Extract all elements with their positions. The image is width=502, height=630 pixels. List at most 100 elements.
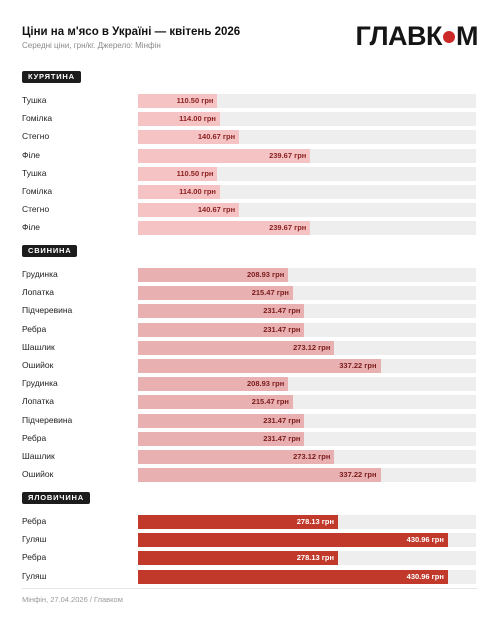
- bar-row: Гомілка 114.00 грн: [22, 111, 478, 129]
- bar-track: 337.22 грн: [138, 468, 476, 483]
- bar-row: Шашлик 273.12 грн: [22, 449, 478, 467]
- bar-value-label: 278.13 грн: [296, 553, 335, 563]
- bar-row: Лопатка 215.47 грн: [22, 285, 478, 303]
- bar-rows: Ребра 278.13 грн Гуляш 430.96 грн Ребра 278.1…: [22, 514, 478, 587]
- bar-value-label: 140.67 грн: [197, 132, 236, 142]
- bar-track: 231.47 грн: [138, 322, 476, 337]
- bar-track: 114.00 грн: [138, 184, 476, 199]
- bar: 273.12 грн: [138, 340, 335, 355]
- logo-text-right: М: [456, 21, 479, 51]
- bar-value-label: 337.22 грн: [339, 470, 377, 480]
- bar: 114.00 грн: [138, 184, 220, 199]
- bar: 337.22 грн: [138, 358, 381, 373]
- bar-row: Ребра 278.13 грн: [22, 550, 478, 568]
- bar-value-label: 239.67 грн: [269, 150, 307, 160]
- bar-row: Ребра 278.13 грн: [22, 514, 478, 532]
- bar: 208.93 грн: [138, 268, 289, 282]
- bar-rows: Грудинка 208.93 грн Лопатка 215.47 грн Підче…: [22, 267, 478, 485]
- bar: 215.47 грн: [138, 395, 293, 410]
- bar: 239.67 грн: [138, 221, 311, 236]
- bar: 231.47 грн: [138, 322, 305, 337]
- bar-category-label: Грудинка: [22, 269, 58, 279]
- bar-row: Підчеревина 231.47 грн: [22, 303, 478, 321]
- bar-category-label: Гомілка: [22, 113, 53, 124]
- bar: 278.13 грн: [138, 515, 339, 529]
- bar-row: Лопатка 215.47 грн: [22, 394, 478, 412]
- bar-row: Гуляш 430.96 грн: [22, 532, 478, 550]
- bar: 208.93 грн: [138, 377, 289, 392]
- bar-track: 273.12 грн: [138, 340, 476, 355]
- bar-category-label: Ребра: [22, 323, 47, 334]
- bar-track: 215.47 грн: [138, 286, 476, 301]
- bar-track: 208.93 грн: [138, 268, 476, 282]
- bar-value-label: 273.12 грн: [293, 342, 331, 352]
- bar-track: 239.67 грн: [138, 148, 476, 163]
- bar-row: Філе 239.67 грн: [22, 220, 478, 238]
- bar-value-label: 215.47 грн: [251, 288, 289, 298]
- bar-category-label: Стегно: [22, 131, 50, 142]
- bar: 337.22 грн: [138, 468, 381, 483]
- bar: 231.47 грн: [138, 431, 305, 446]
- bar-row: Стегно 140.67 грн: [22, 202, 478, 220]
- bar: 114.00 грн: [138, 112, 220, 127]
- bar-category-label: Ошийок: [22, 359, 54, 370]
- section-badge: КУРЯТИНА: [22, 71, 81, 83]
- bar-category-label: Стегно: [22, 204, 50, 215]
- bar-value-label: 215.47 грн: [251, 397, 289, 407]
- bar-category-label: Лопатка: [22, 287, 54, 298]
- bar-row: Філе 239.67 грн: [22, 148, 478, 166]
- bar-track: 208.93 грн: [138, 377, 476, 392]
- bar-value-label: 114.00 грн: [179, 186, 216, 196]
- bar: 140.67 грн: [138, 130, 240, 145]
- bar-value-label: 239.67 грн: [269, 223, 307, 233]
- bar-value-label: 231.47 грн: [263, 324, 301, 334]
- bar-category-label: Грудинка: [22, 378, 58, 389]
- bar-value-label: 278.13 грн: [296, 517, 335, 526]
- brand-logo: ГЛАВК М: [355, 20, 478, 52]
- bar: 215.47 грн: [138, 286, 293, 301]
- section-badge: ЯЛОВИЧИНА: [22, 492, 90, 504]
- bar-value-label: 337.22 грн: [339, 360, 377, 370]
- chart-title: Ціни на м'ясо в Україні — квітень 2026: [22, 26, 241, 38]
- bar-category-label: Шашлик: [22, 341, 55, 352]
- bar-value-label: 110.50 грн: [176, 168, 214, 178]
- bar-category-label: Шашлик: [22, 450, 55, 461]
- bar-category-label: Гомілка: [22, 185, 53, 196]
- bar: 430.96 грн: [138, 569, 448, 584]
- bar-category-label: Лопатка: [22, 396, 54, 407]
- bar-track: 430.96 грн: [138, 569, 476, 584]
- bar-value-label: 231.47 грн: [263, 415, 301, 425]
- bar-category-label: Ребра: [22, 516, 47, 526]
- bar-track: 278.13 грн: [138, 515, 476, 529]
- bar-category-label: Гуляш: [22, 570, 47, 581]
- bar-category-label: Підчеревина: [22, 414, 73, 425]
- bar-value-label: 430.96 грн: [406, 535, 444, 545]
- bar-value-label: 231.47 грн: [263, 433, 301, 443]
- bar: 231.47 грн: [138, 413, 305, 428]
- logo-dot-icon: [443, 31, 455, 43]
- bar-track: 114.00 грн: [138, 112, 476, 127]
- footer-divider: [22, 588, 478, 589]
- bar-row: Ошийок 337.22 грн: [22, 358, 478, 376]
- bar-row: Шашлик 273.12 грн: [22, 340, 478, 358]
- bar-category-label: Підчеревина: [22, 305, 73, 316]
- bar-track: 231.47 грн: [138, 431, 476, 446]
- bar-track: 278.13 грн: [138, 551, 476, 566]
- section-chicken: КУРЯТИНА Тушка 110.50 грн Гомілка 114.00 гр…: [22, 66, 478, 239]
- bar-value-label: 208.93 грн: [246, 270, 285, 279]
- bar-category-label: Ребра: [22, 552, 47, 563]
- bar-track: 140.67 грн: [138, 203, 476, 218]
- logo-text-left: ГЛАВК: [355, 21, 442, 51]
- section-pork: СВИНИНА Грудинка 208.93 грн Лопатка 215.47 …: [22, 240, 478, 485]
- bar-track: 140.67 грн: [138, 130, 476, 145]
- bar: 278.13 грн: [138, 551, 339, 566]
- bar-category-label: Тушка: [22, 167, 47, 178]
- bar-category-label: Філе: [22, 149, 41, 160]
- bar: 430.96 грн: [138, 533, 448, 548]
- bar-track: 215.47 грн: [138, 395, 476, 410]
- bar-category-label: Гуляш: [22, 534, 47, 545]
- footer-source: Мінфін, 27.04.2026 / Главком: [22, 595, 123, 604]
- bar: 110.50 грн: [138, 94, 218, 108]
- bar-row: Ребра 231.47 грн: [22, 431, 478, 449]
- bar: 231.47 грн: [138, 304, 305, 319]
